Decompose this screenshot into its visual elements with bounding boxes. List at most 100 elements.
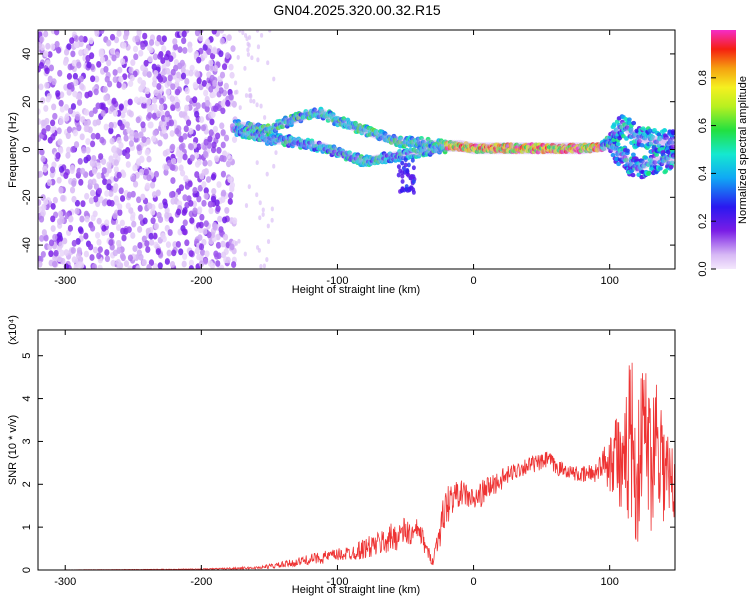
spectral-cell (216, 147, 222, 154)
x-tick-label: 100 (600, 275, 618, 287)
x-tick-label: 100 (600, 576, 618, 588)
spectral-cell (83, 125, 89, 133)
spectral-cell (210, 91, 217, 98)
spectral-cell (216, 181, 222, 188)
spectral-cell (39, 148, 45, 156)
spectral-cell (631, 152, 636, 157)
spectral-cell (203, 187, 209, 195)
spectral-cell (98, 50, 104, 58)
spectral-cell (93, 183, 100, 191)
spectral-cell (258, 215, 262, 221)
spectral-cell (138, 85, 144, 93)
spectral-cell (215, 205, 221, 212)
spectral-cell (614, 119, 620, 124)
spectral-cell (226, 34, 232, 42)
spectral-cell (87, 126, 93, 134)
spectral-cell (58, 99, 64, 107)
spectral-cell (116, 30, 122, 37)
spectral-cell (411, 189, 416, 195)
spectral-cell (262, 263, 267, 269)
spectral-cell (55, 152, 61, 160)
y-tick-label: 20 (21, 96, 33, 108)
spectral-cell (47, 51, 53, 58)
spectral-cell (74, 207, 80, 215)
spectral-cell (654, 152, 660, 158)
spectral-cell (205, 38, 211, 46)
spectral-cell (107, 98, 113, 106)
snr-panel: -300 -200 -100 0 100 0 1 2 3 4 5 Height of straig… (7, 315, 676, 596)
spectral-cell (136, 30, 142, 36)
spectral-cell (177, 46, 183, 54)
spectral-cell (246, 47, 250, 53)
spectral-cell (84, 192, 90, 200)
spectral-cell (58, 147, 64, 155)
spectral-cell (259, 33, 264, 38)
spectral-cell (178, 143, 185, 151)
spectral-cell (180, 72, 187, 80)
snr-x-axis-label: Height of straight line (km) (292, 584, 420, 596)
spectral-cell (147, 112, 153, 119)
colorbar-gradient (711, 30, 736, 269)
spectral-cell (62, 237, 68, 245)
y-tick-label: 0 (21, 146, 33, 152)
colorbar-label: Normalized spectral amplitude (737, 76, 749, 224)
spectral-cell (127, 98, 133, 106)
spectral-cell (65, 132, 71, 140)
y-tick-label: 5 (21, 353, 33, 359)
spectral-cell (93, 88, 99, 96)
spectral-cell (211, 47, 218, 55)
spectral-cell (157, 75, 164, 83)
spectral-cell (212, 125, 218, 133)
spectral-cell (178, 248, 184, 256)
spectral-cell (128, 140, 135, 147)
spectral-cell (196, 253, 202, 261)
spectral-cell (194, 160, 201, 168)
spectral-cell (671, 137, 675, 148)
spectral-cell (165, 60, 171, 67)
spectral-cell (196, 77, 202, 85)
spectral-cell (156, 83, 162, 90)
spectral-cell (258, 200, 262, 206)
spectral-cell (62, 59, 69, 66)
spectral-cell (73, 41, 80, 49)
spectral-cell (188, 250, 194, 257)
spectral-cell (118, 141, 124, 149)
x-tick-label: -300 (54, 576, 76, 588)
spectral-cell (40, 250, 46, 258)
spectral-cell (238, 105, 242, 111)
spectral-cell (203, 192, 209, 200)
spectral-cell (100, 103, 106, 111)
spectral-cell (77, 226, 84, 234)
spectral-cell (182, 219, 188, 227)
spectral-cell (126, 226, 132, 234)
x-tick-label: 0 (470, 275, 476, 287)
spectral-cell (106, 161, 112, 169)
spectral-cell (182, 194, 188, 202)
spectral-cell (38, 41, 42, 49)
spectral-cell (218, 30, 225, 34)
spectral-cell (228, 93, 234, 101)
spectral-cell (128, 66, 134, 74)
spectral-cell (56, 176, 62, 184)
spectral-cell (215, 260, 221, 267)
spectral-cell (64, 114, 70, 122)
x-tick-label: -200 (190, 576, 212, 588)
spectral-cell (219, 37, 225, 45)
spectral-cell (97, 246, 103, 254)
spectral-cell (93, 195, 99, 203)
spectral-cell (146, 106, 153, 114)
spectral-cell (80, 116, 86, 123)
spectral-cell (148, 232, 154, 240)
spectral-cell (198, 34, 204, 42)
spectral-cell (165, 88, 171, 96)
spectral-cell (108, 239, 114, 246)
spectral-cell (164, 207, 170, 214)
spectral-cell (175, 150, 181, 158)
spectral-cell (164, 110, 171, 118)
spectral-cell (161, 35, 167, 43)
spectral-cell (70, 146, 76, 153)
spectral-cell (91, 263, 98, 269)
spectral-cell (115, 224, 122, 231)
spectral-cell (181, 260, 187, 268)
spectral-cell (182, 253, 188, 260)
